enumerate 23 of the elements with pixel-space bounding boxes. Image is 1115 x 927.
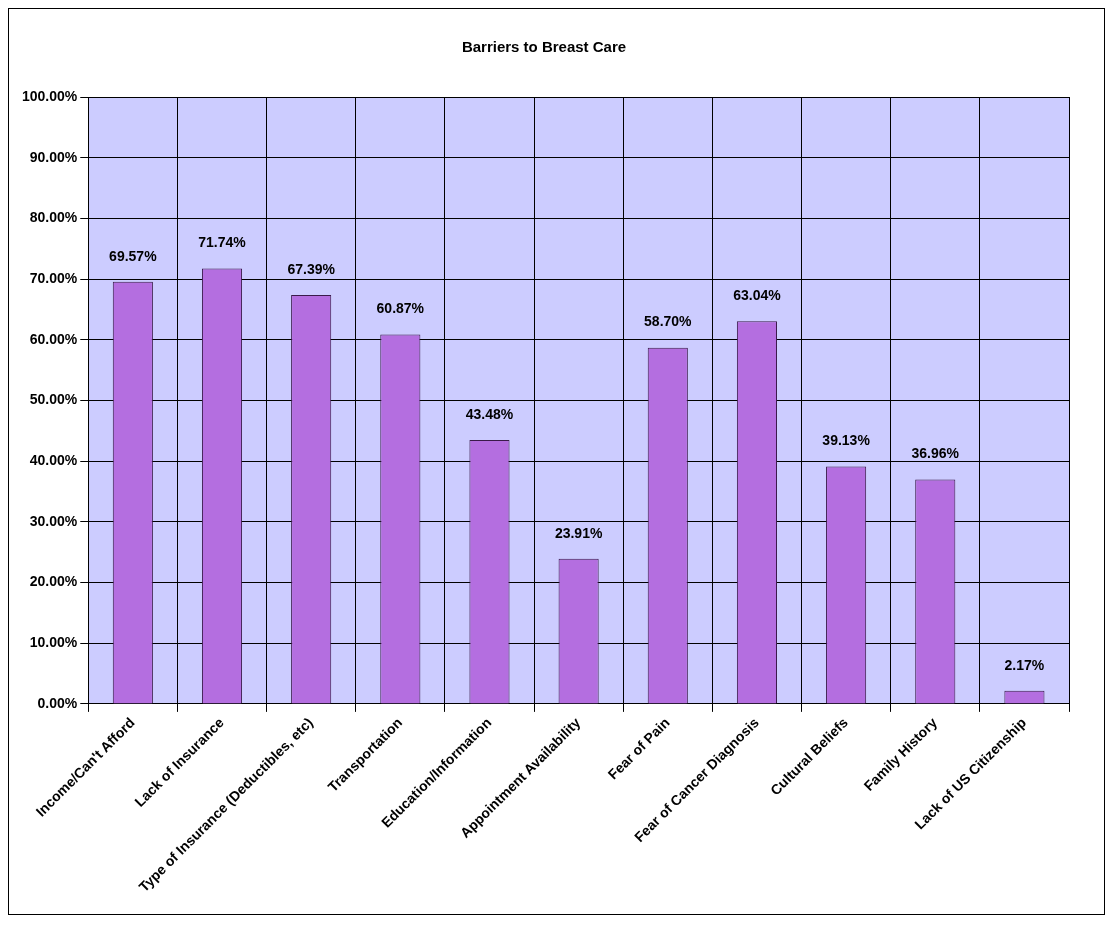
y-tick-label: 0.00% (37, 694, 78, 711)
y-tick-label: 80.00% (29, 209, 78, 226)
y-tick-label: 10.00% (29, 634, 78, 651)
y-tick-label: 30.00% (29, 512, 78, 529)
data-label: 23.91% (554, 524, 603, 541)
data-label: 58.70% (644, 313, 693, 330)
data-label: 60.87% (376, 300, 425, 317)
data-label: 39.13% (822, 432, 871, 449)
data-label: 69.57% (109, 247, 158, 264)
y-tick-label: 50.00% (29, 391, 78, 408)
y-tick-label: 90.00% (29, 148, 78, 165)
y-tick-label: 70.00% (29, 269, 78, 286)
data-label: 43.48% (465, 405, 514, 422)
y-tick-label: 40.00% (29, 451, 78, 468)
data-label: 2.17% (1004, 656, 1045, 673)
data-label: 63.04% (733, 287, 782, 304)
chart-title: Barriers to Breast Care (461, 38, 627, 56)
data-label: 67.39% (287, 260, 336, 277)
data-label: 71.74% (198, 234, 247, 251)
y-tick-label: 100.00% (21, 87, 78, 104)
y-tick-label: 60.00% (29, 330, 78, 347)
y-tick-label: 20.00% (29, 573, 78, 590)
data-label: 36.96% (911, 445, 960, 462)
